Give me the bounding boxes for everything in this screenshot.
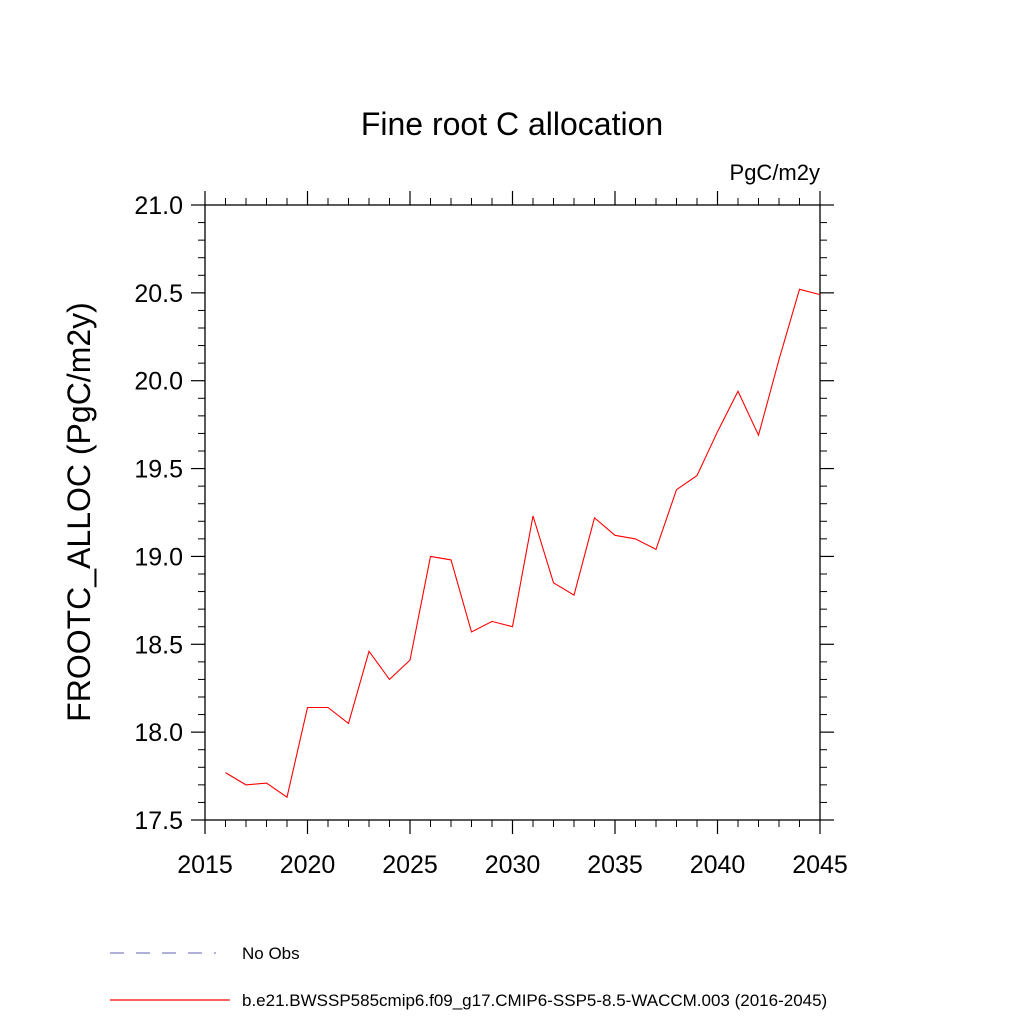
chart-title: Fine root C allocation [361, 106, 663, 142]
y-tick-label: 21.0 [134, 192, 183, 220]
units-label: PgC/m2y [730, 160, 820, 185]
series-line [225, 288, 821, 799]
legend-label-model: b.e21.BWSSP585cmip6.f09_g17.CMIP6-SSP5-8… [242, 991, 827, 1010]
legend: No Obs b.e21.BWSSP585cmip6.f09_g17.CMIP6… [110, 944, 827, 1010]
y-tick-label: 18.5 [134, 631, 183, 659]
x-tick-label: 2030 [485, 851, 541, 879]
y-tick-label: 19.5 [134, 456, 183, 484]
y-axis-label: FROOTC_ALLOC (PgC/m2y) [61, 302, 97, 722]
y-tick-label: 20.0 [134, 368, 183, 396]
y-tick-label: 20.5 [134, 280, 183, 308]
y-tick-label: 17.5 [134, 807, 183, 835]
legend-label-no-obs: No Obs [242, 944, 300, 963]
x-tick-label: 2035 [587, 851, 643, 879]
axis-ticks [191, 191, 834, 834]
x-tick-label: 2025 [382, 851, 438, 879]
y-tick-label: 18.0 [134, 719, 183, 747]
x-tick-label: 2040 [690, 851, 746, 879]
x-tick-label: 2015 [177, 851, 233, 879]
y-tick-labels: 17.5 18.0 18.5 19.0 19.5 20.0 20.5 21.0 [134, 192, 183, 835]
y-tick-label: 19.0 [134, 543, 183, 571]
x-tick-label: 2045 [792, 851, 848, 879]
series-group [225, 288, 821, 799]
x-tick-label: 2020 [280, 851, 336, 879]
x-tick-labels: 2015 2020 2025 2030 2035 2040 2045 [177, 851, 848, 879]
plot-frame [204, 204, 821, 821]
